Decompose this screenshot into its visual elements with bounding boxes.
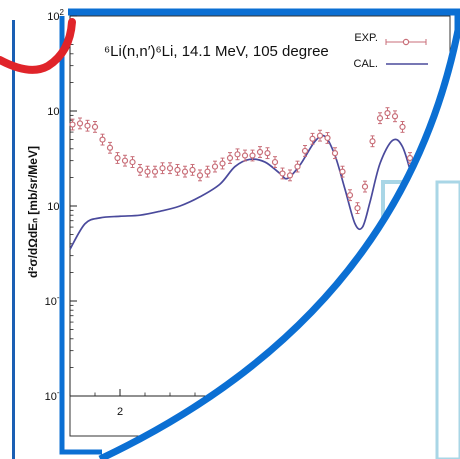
blue-frame-left	[59, 16, 102, 455]
exp-point	[406, 154, 414, 162]
exp-point	[136, 166, 144, 173]
red-arc	[0, 18, 76, 74]
exp-point	[174, 166, 181, 173]
exp-point	[151, 168, 159, 175]
exp-point	[189, 166, 196, 173]
legend: EXP. CAL.	[354, 32, 428, 70]
exp-point	[399, 123, 406, 131]
exp-point	[234, 151, 241, 158]
exp-point	[226, 154, 234, 162]
exp-point	[211, 163, 219, 170]
exp-point	[331, 150, 339, 157]
exp-point	[129, 158, 136, 166]
chart-title: ⁶Li(n,n′)⁶Li, 14.1 MeV, 105 degree	[104, 43, 329, 60]
exp-point	[271, 158, 279, 166]
exp-point	[114, 154, 121, 162]
exp-point	[76, 120, 84, 127]
exp-point	[339, 168, 346, 175]
exp-point	[84, 122, 91, 129]
blue-frame-arc-stroke	[98, 19, 460, 459]
legend-label-exp: EXP.	[354, 32, 378, 44]
exp-point	[264, 150, 271, 157]
exp-point	[106, 144, 114, 151]
light-panel-right-edge	[435, 180, 460, 459]
exp-point	[294, 163, 301, 170]
exp-point	[384, 110, 391, 117]
x-tick-label: 2	[117, 406, 123, 418]
exp-point	[324, 134, 331, 142]
y-tick-label: 102	[47, 8, 64, 23]
exp-point	[391, 113, 399, 120]
series-exp	[69, 107, 414, 215]
exp-point	[256, 148, 264, 156]
exp-point	[196, 172, 204, 179]
y-axis-title: d²σ/dΩdEₙ [mb/sr/MeV]	[26, 146, 40, 278]
legend-swatch-exp-marker	[402, 38, 410, 46]
exp-point	[69, 121, 76, 128]
exp-point	[219, 160, 226, 167]
exp-point	[241, 152, 249, 159]
left-panel-border	[12, 20, 15, 459]
exp-point	[301, 147, 309, 155]
exp-point	[316, 132, 324, 139]
legend-label-cal: CAL.	[354, 58, 378, 70]
exp-point	[279, 170, 286, 177]
exp-point	[369, 138, 376, 145]
left-panel-edge	[0, 0, 22, 459]
cal-curve	[69, 134, 421, 250]
exp-point	[286, 172, 294, 179]
exp-point	[181, 168, 189, 175]
exp-point	[361, 183, 369, 190]
exp-point	[121, 157, 129, 164]
blue-frame-arc	[100, 20, 460, 459]
exp-point	[99, 136, 106, 143]
exp-point	[346, 192, 354, 199]
exp-point	[144, 168, 151, 175]
exp-point	[159, 165, 166, 172]
blue-frame-top	[68, 8, 460, 30]
series-cal	[69, 134, 421, 250]
exp-point	[249, 152, 256, 159]
exp-point	[204, 168, 211, 175]
exp-point	[354, 205, 361, 212]
exp-point	[376, 115, 384, 122]
exp-point	[309, 135, 316, 142]
exp-point	[166, 165, 174, 172]
exp-point	[91, 123, 99, 131]
